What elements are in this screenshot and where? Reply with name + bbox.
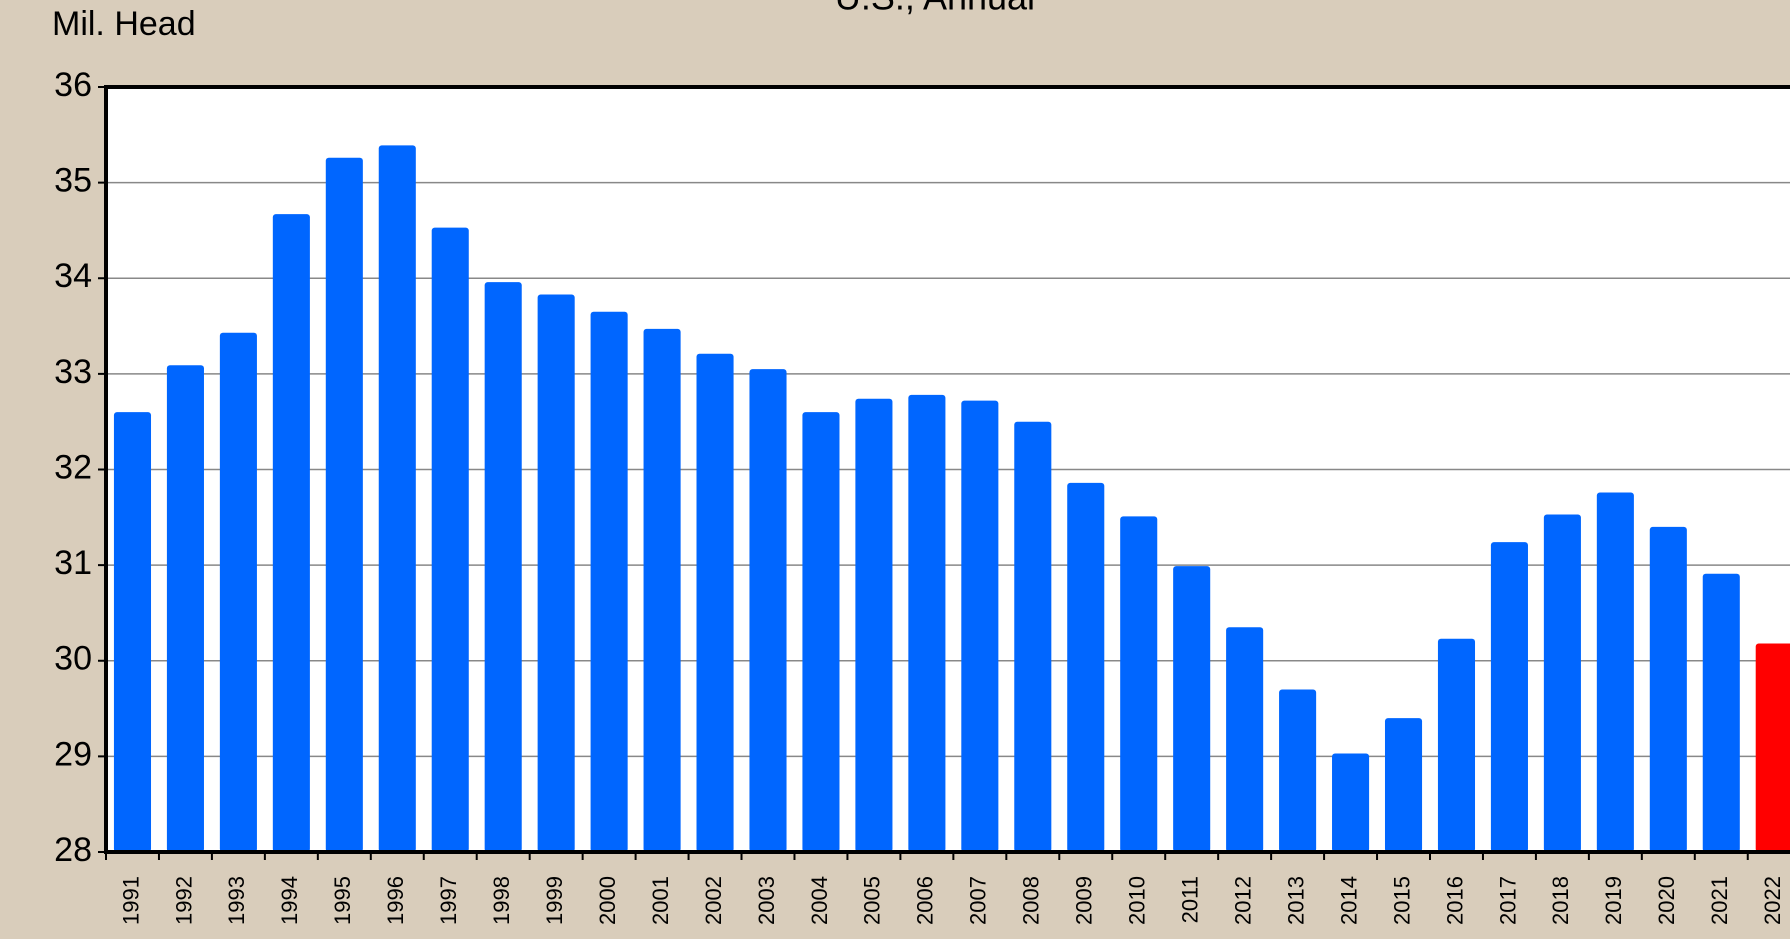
bar bbox=[431, 227, 469, 853]
x-tick-label: 2014 bbox=[1336, 876, 1361, 925]
bar bbox=[378, 145, 416, 853]
y-tick-label: 36 bbox=[54, 66, 92, 104]
bar bbox=[1543, 514, 1581, 852]
x-tick-label: 2021 bbox=[1707, 876, 1732, 925]
y-tick-label: 34 bbox=[54, 257, 92, 295]
x-tick-label: 2016 bbox=[1442, 876, 1467, 925]
x-tick-label: 2004 bbox=[807, 876, 832, 925]
bar bbox=[1332, 753, 1370, 852]
x-tick-label: 2001 bbox=[648, 876, 673, 925]
bar bbox=[1384, 718, 1423, 852]
bar bbox=[1279, 689, 1317, 852]
x-tick-label: 2002 bbox=[701, 876, 726, 925]
bar bbox=[1490, 542, 1528, 852]
x-tick-label: 2020 bbox=[1654, 876, 1679, 925]
bar bbox=[961, 400, 999, 852]
bar bbox=[1649, 526, 1687, 852]
bar bbox=[537, 294, 575, 853]
x-tick-label: 2009 bbox=[1072, 876, 1097, 925]
bar bbox=[325, 157, 363, 852]
bar bbox=[749, 369, 787, 852]
bar bbox=[908, 394, 946, 852]
bar bbox=[802, 412, 840, 852]
bar bbox=[855, 398, 893, 852]
x-tick-label: 2013 bbox=[1283, 876, 1308, 925]
bar bbox=[272, 214, 310, 852]
bar bbox=[1226, 627, 1264, 852]
bar bbox=[484, 282, 522, 852]
x-tick-label: 2015 bbox=[1389, 876, 1414, 925]
y-axis-label: Mil. Head bbox=[52, 5, 196, 43]
y-tick-label: 33 bbox=[54, 353, 92, 391]
x-tick-label: 2007 bbox=[966, 876, 991, 925]
bar bbox=[1067, 482, 1105, 852]
x-tick-label: 2011 bbox=[1177, 876, 1202, 923]
x-tick-label: 2000 bbox=[595, 876, 620, 925]
bar bbox=[696, 353, 734, 852]
x-tick-label: 1997 bbox=[436, 876, 461, 925]
x-tick-label: 2005 bbox=[860, 876, 885, 925]
x-tick-label: 1999 bbox=[542, 876, 567, 925]
plot-border bbox=[104, 85, 1790, 854]
y-tick-label: 35 bbox=[54, 162, 92, 200]
bar bbox=[1014, 421, 1052, 852]
x-tick-label: 1991 bbox=[118, 876, 143, 925]
x-tick-label: 1993 bbox=[224, 876, 249, 925]
y-tick-label: 29 bbox=[54, 735, 92, 773]
x-tick-label: 2018 bbox=[1548, 876, 1573, 925]
x-tick-label: 1996 bbox=[383, 876, 408, 925]
bar bbox=[1120, 516, 1158, 852]
x-tick-label: 2022 bbox=[1760, 876, 1785, 925]
x-tick-label: 2003 bbox=[754, 876, 779, 925]
x-tick-label: 1994 bbox=[277, 876, 302, 925]
bar bbox=[113, 412, 152, 852]
bar bbox=[1702, 573, 1740, 852]
x-tick-label: 2012 bbox=[1230, 876, 1255, 925]
bar bbox=[1173, 566, 1211, 852]
x-tick-label: 2010 bbox=[1125, 876, 1150, 925]
bar bbox=[166, 365, 204, 852]
x-tick-label: 2008 bbox=[1019, 876, 1044, 925]
y-tick-label: 32 bbox=[54, 448, 92, 486]
x-tick-label: 1995 bbox=[330, 876, 355, 925]
bar bbox=[1596, 492, 1634, 852]
x-tick-label: 2019 bbox=[1601, 876, 1626, 925]
x-tick-label: 1998 bbox=[489, 876, 514, 925]
x-tick-label: 2017 bbox=[1495, 876, 1520, 925]
bar bbox=[590, 311, 628, 852]
x-tick-label: 2006 bbox=[913, 876, 938, 925]
y-tick-label: 28 bbox=[54, 831, 92, 869]
x-tick-label: 1992 bbox=[171, 876, 196, 925]
chart-title: U.S., Annual bbox=[835, 0, 1035, 18]
y-tick-label: 31 bbox=[54, 544, 92, 582]
bar bbox=[643, 328, 681, 852]
bar bbox=[1437, 638, 1476, 852]
bar bbox=[1755, 643, 1790, 852]
y-tick-label: 30 bbox=[54, 640, 92, 678]
bar bbox=[219, 332, 257, 853]
